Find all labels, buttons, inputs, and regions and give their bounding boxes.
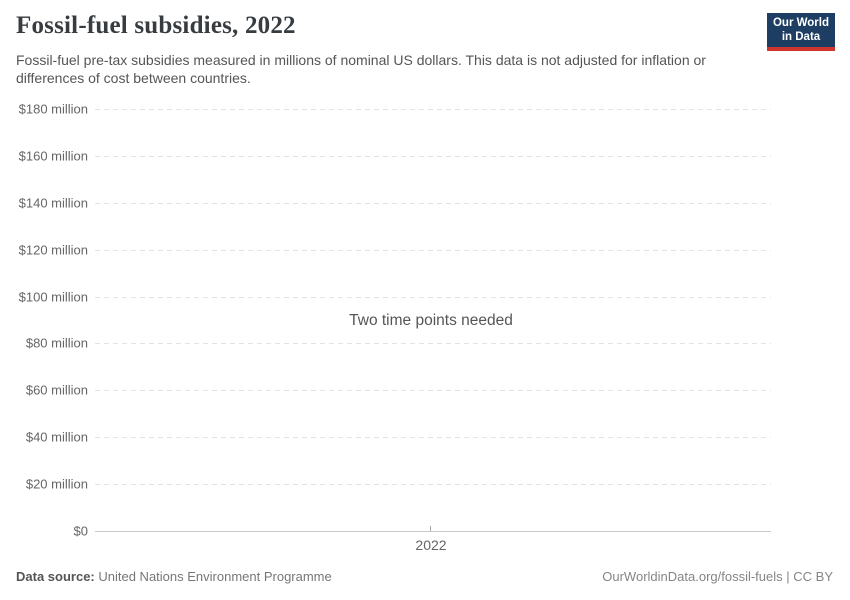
x-axis-line <box>95 531 771 532</box>
x-axis-tick-label: 2022 <box>415 537 447 553</box>
gridline <box>95 437 771 439</box>
gridline <box>95 484 771 486</box>
x-axis-tick <box>430 526 431 531</box>
gridline <box>95 249 771 251</box>
chart-title: Fossil-fuel subsidies, 2022 <box>16 12 296 39</box>
y-axis-tick-label: $180 million <box>18 101 88 117</box>
y-axis-tick-label: $0 <box>73 523 88 539</box>
y-axis-tick-label: $60 million <box>25 382 88 398</box>
gridline <box>95 390 771 392</box>
chart-subtitle: Fossil-fuel pre-tax subsidies measured i… <box>16 52 706 86</box>
gridline <box>95 343 771 345</box>
empty-state-message: Two time points needed <box>349 312 513 329</box>
y-axis-tick-label: $140 million <box>18 195 88 211</box>
gridline <box>95 155 771 157</box>
y-axis-tick-label: $100 million <box>18 289 88 305</box>
data-source-label: Data source: <box>16 569 95 584</box>
owid-logo-text-line2: in Data <box>781 30 821 43</box>
y-axis-tick-label: $120 million <box>18 242 88 258</box>
data-source: Data source: United Nations Environment … <box>16 569 332 584</box>
owid-url-link[interactable]: OurWorldinData.org/fossil-fuels <box>602 569 783 584</box>
license-text: | CC BY <box>782 569 833 584</box>
y-axis-tick-label: $40 million <box>25 429 88 445</box>
y-axis-tick-label: $20 million <box>25 476 88 492</box>
data-source-value: United Nations Environment Programme <box>94 569 332 584</box>
gridline <box>95 202 771 204</box>
chart-footer: Data source: United Nations Environment … <box>16 569 833 584</box>
gridline <box>95 109 771 110</box>
y-axis-tick-label: $80 million <box>25 335 88 351</box>
attribution: OurWorldinData.org/fossil-fuels | CC BY <box>602 569 833 584</box>
y-axis-tick-label: $160 million <box>18 148 88 164</box>
gridline <box>95 296 771 298</box>
owid-logo: Our World in Data <box>767 13 835 51</box>
owid-logo-text-line1: Our World <box>772 17 829 29</box>
